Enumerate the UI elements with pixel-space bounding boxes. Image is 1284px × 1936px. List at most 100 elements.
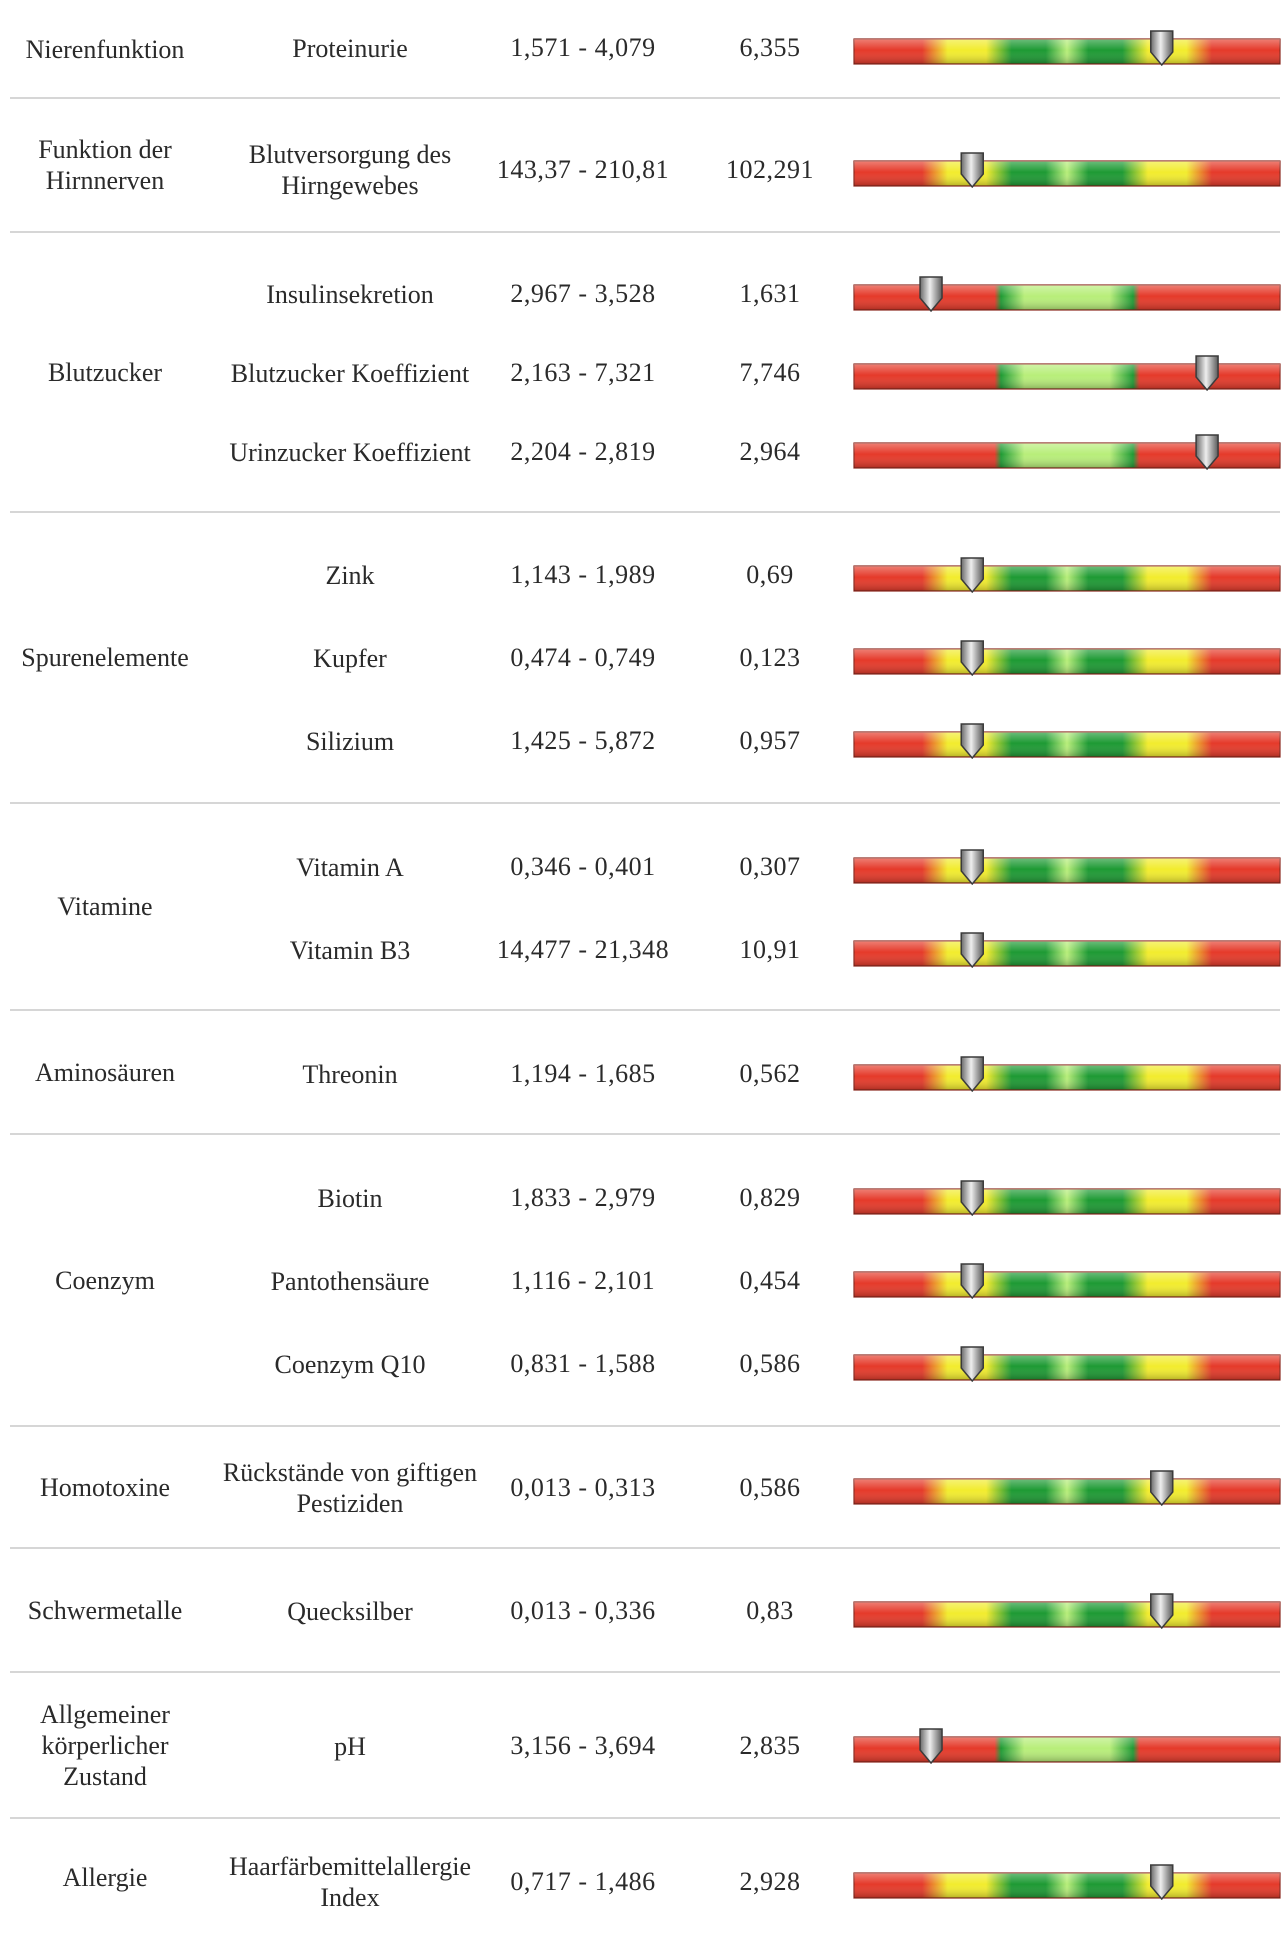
gauge-bar (853, 932, 1281, 968)
category-label: Allgemeiner körperlicher Zustand (40, 1699, 170, 1791)
result-group: Vitamine Vitamin A 0,346 - 0,401 0,307 Vitam… (10, 803, 1281, 1010)
result-group: Allgemeiner körperlicher Zustand pH 3,156 … (10, 1672, 1281, 1818)
gauge-pointer-icon (960, 1346, 984, 1382)
gauge (853, 276, 1281, 312)
measured-value: 0,586 (739, 1349, 801, 1378)
group-divider (10, 97, 1280, 99)
table-row: Rückstände von giftigen Pestiziden 0,013 … (10, 1452, 1281, 1524)
parameter-name: Kupfer (313, 643, 387, 673)
measured-value: 0,83 (746, 1596, 794, 1625)
table-row: Haarfärbemittelallergie Index 0,717 - 1,4… (10, 1846, 1281, 1918)
gauge (853, 1864, 1281, 1900)
result-group: Coenzym Biotin 1,833 - 2,979 0,829 Pantothen… (10, 1134, 1281, 1426)
measured-value: 2,964 (739, 437, 801, 466)
parameter-name: Zink (325, 560, 375, 590)
gauge-bar (853, 849, 1281, 885)
measured-value: 0,123 (739, 643, 801, 672)
category-label: Coenzym (55, 1265, 155, 1295)
table-row: Threonin 1,194 - 1,685 0,562 (10, 1038, 1281, 1110)
measured-value: 0,957 (739, 726, 801, 755)
reference-range: 0,013 - 0,336 (510, 1596, 656, 1625)
table-row: Kupfer 0,474 - 0,749 0,123 (10, 622, 1281, 694)
measured-value: 6,355 (739, 33, 801, 62)
table-row: Silizium 1,425 - 5,872 0,957 (10, 705, 1281, 777)
reference-range: 0,831 - 1,588 (510, 1349, 656, 1378)
gauge-bar (853, 1864, 1281, 1900)
reference-range: 143,37 - 210,81 (496, 155, 670, 184)
measured-value: 2,928 (739, 1867, 801, 1896)
group-divider (10, 1671, 1280, 1673)
gauge-pointer-icon (1195, 355, 1219, 391)
measured-value: 0,562 (739, 1059, 801, 1088)
gauge (853, 152, 1281, 188)
gauge (853, 1470, 1281, 1506)
reference-range: 0,346 - 0,401 (510, 852, 656, 881)
gauge-bar (853, 1728, 1281, 1764)
measured-value: 102,291 (726, 155, 814, 184)
gauge (853, 640, 1281, 676)
gauge-bar (853, 1593, 1281, 1629)
category-label: Nierenfunktion (25, 34, 185, 64)
reference-range: 1,571 - 4,079 (510, 33, 656, 62)
gauge-pointer-icon (1150, 1593, 1174, 1629)
parameter-name: Pantothensäure (270, 1266, 430, 1296)
gauge-pointer-icon (919, 1728, 943, 1764)
group-divider (10, 1425, 1280, 1427)
measured-value: 0,454 (739, 1266, 801, 1295)
table-row: Proteinurie 1,571 - 4,079 6,355 (10, 12, 1281, 84)
category-label: Aminosäuren (34, 1057, 176, 1087)
gauge-pointer-icon (1150, 1470, 1174, 1506)
gauge (853, 434, 1281, 470)
gauge-bar (853, 30, 1281, 66)
gauge-bar (853, 152, 1281, 188)
gauge (853, 849, 1281, 885)
gauge-bar (853, 640, 1281, 676)
gauge (853, 1056, 1281, 1092)
parameter-name: Urinzucker Koeffizient (229, 437, 471, 467)
gauge-bar (853, 723, 1281, 759)
gauge (853, 1593, 1281, 1629)
parameter-name: Blutzucker Koeffizient (230, 358, 470, 388)
gauge-bar (853, 276, 1281, 312)
group-divider (10, 511, 1280, 513)
gauge-bar (853, 1346, 1281, 1382)
reference-range: 1,833 - 2,979 (510, 1183, 656, 1212)
gauge-pointer-icon (960, 557, 984, 593)
parameter-name: pH (334, 1731, 366, 1761)
gauge (853, 1263, 1281, 1299)
group-divider (10, 1009, 1280, 1011)
parameter-name: Vitamin A (296, 852, 404, 882)
group-divider (10, 1817, 1280, 1819)
table-row: Urinzucker Koeffizient 2,204 - 2,819 2,964 (10, 416, 1281, 488)
parameter-name: Vitamin B3 (289, 935, 411, 965)
group-divider (10, 1547, 1280, 1549)
gauge-pointer-icon (960, 932, 984, 968)
gauge-pointer-icon (960, 1056, 984, 1092)
table-row: Vitamin B3 14,477 - 21,348 10,91 (10, 914, 1281, 986)
result-group: Aminosäuren Threonin 1,194 - 1,685 0,562 (10, 1010, 1281, 1134)
table-row: Insulinsekretion 2,967 - 3,528 1,631 (10, 258, 1281, 330)
parameter-name: Biotin (317, 1183, 383, 1213)
parameter-name: Silizium (305, 726, 395, 756)
measured-value: 0,586 (739, 1473, 801, 1502)
result-group: Nierenfunktion Proteinurie 1,571 - 4,079 6,… (10, 0, 1281, 98)
category-label: Vitamine (57, 892, 153, 921)
gauge-pointer-icon (960, 1180, 984, 1216)
measured-value: 7,746 (739, 358, 801, 387)
group-divider (10, 1133, 1280, 1135)
reference-range: 0,013 - 0,313 (510, 1473, 656, 1502)
reference-range: 1,143 - 1,989 (510, 560, 656, 589)
reference-range: 1,116 - 2,101 (510, 1266, 656, 1295)
gauge-pointer-icon (960, 1263, 984, 1299)
measured-value: 1,631 (739, 279, 801, 308)
parameter-name: Haarfärbemittelallergie Index (228, 1852, 472, 1912)
parameter-name: Quecksilber (287, 1596, 413, 1626)
category-label: Spurenelemente (21, 643, 189, 672)
gauge (853, 557, 1281, 593)
reference-range: 3,156 - 3,694 (510, 1731, 656, 1760)
reference-range: 2,204 - 2,819 (510, 437, 656, 466)
reference-range: 2,163 - 7,321 (510, 358, 656, 387)
category-label: Blutzucker (47, 357, 163, 387)
gauge-pointer-icon (960, 723, 984, 759)
gauge-bar (853, 557, 1281, 593)
